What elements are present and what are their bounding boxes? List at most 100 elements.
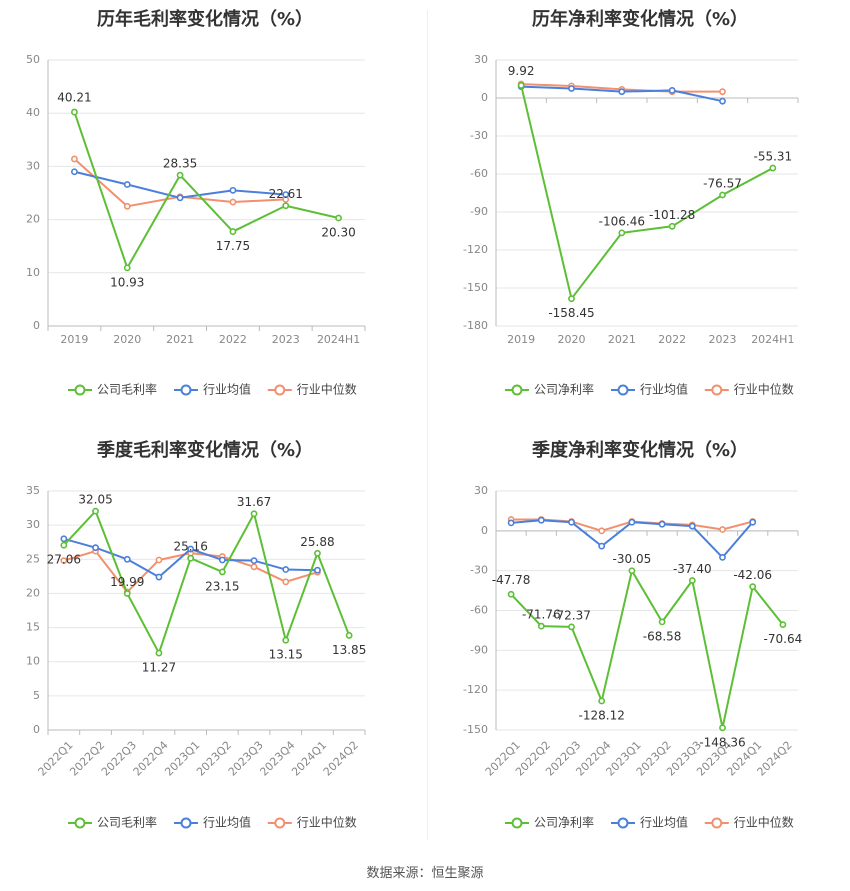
data-point-median[interactable] <box>155 556 163 564</box>
data-point-median[interactable] <box>719 526 726 533</box>
data-label: -68.58 <box>643 629 682 643</box>
data-point-median[interactable] <box>250 563 258 571</box>
data-point-company[interactable] <box>218 568 226 576</box>
x-tick-label: 2024Q2 <box>321 739 361 779</box>
legend-item-company[interactable]: 公司净利率 <box>505 815 594 830</box>
data-point-company[interactable] <box>628 567 636 575</box>
data-point-mean[interactable] <box>568 518 575 526</box>
data-point-company[interactable] <box>187 554 195 562</box>
data-point-company[interactable] <box>668 222 676 230</box>
data-point-mean[interactable] <box>719 97 726 105</box>
data-point-company[interactable] <box>229 228 237 235</box>
data-point-company[interactable] <box>92 507 99 515</box>
data-point-mean[interactable] <box>537 516 545 524</box>
legend-item-median[interactable]: 行业中位数 <box>267 815 357 830</box>
legend-item-median[interactable]: 行业中位数 <box>704 815 794 830</box>
y-tick-label: 30 <box>26 518 40 531</box>
data-point-company[interactable] <box>618 229 626 237</box>
data-point-company[interactable] <box>769 164 777 172</box>
y-tick-label: 0 <box>481 91 488 104</box>
legend-label: 行业均值 <box>640 382 688 397</box>
data-point-mean[interactable] <box>568 85 575 92</box>
data-point-mean[interactable] <box>719 553 726 561</box>
data-point-company[interactable] <box>250 510 258 518</box>
data-point-mean[interactable] <box>229 186 237 194</box>
data-point-company[interactable] <box>568 623 575 631</box>
legend-label: 行业均值 <box>640 815 688 830</box>
data-point-company[interactable] <box>123 590 131 597</box>
data-point-mean[interactable] <box>598 542 606 550</box>
chart-title: 历年净利率变化情况（%） <box>532 8 748 30</box>
data-point-company[interactable] <box>345 632 353 639</box>
legend-item-company[interactable]: 公司净利率 <box>505 382 594 397</box>
data-point-median[interactable] <box>71 155 78 163</box>
legend-item-mean[interactable]: 行业均值 <box>174 382 251 397</box>
data-point-median[interactable] <box>229 198 237 206</box>
data-label: -55.31 <box>753 150 792 164</box>
data-label: 31.67 <box>237 495 271 509</box>
x-tick-label: 2022 <box>658 333 686 346</box>
legend-item-median[interactable]: 行业中位数 <box>704 382 794 397</box>
data-point-company[interactable] <box>314 549 321 557</box>
chart-title: 季度毛利率变化情况（%） <box>97 439 313 461</box>
legend-item-mean[interactable]: 行业均值 <box>611 382 688 397</box>
data-point-mean[interactable] <box>628 518 636 526</box>
data-point-mean[interactable] <box>92 544 99 552</box>
data-point-company[interactable] <box>507 590 515 598</box>
data-label: -30.05 <box>613 552 652 566</box>
y-tick-label: -60 <box>470 604 488 617</box>
data-point-company[interactable] <box>719 724 726 732</box>
data-point-mean[interactable] <box>123 555 131 563</box>
data-point-mean[interactable] <box>250 557 258 565</box>
data-point-mean[interactable] <box>749 518 757 526</box>
data-point-mean[interactable] <box>314 566 321 574</box>
data-point-company[interactable] <box>719 191 726 199</box>
y-tick-label: 0 <box>481 524 488 537</box>
data-point-mean[interactable] <box>155 573 163 581</box>
legend-item-mean[interactable]: 行业均值 <box>174 815 251 830</box>
data-point-mean[interactable] <box>60 535 68 543</box>
legend-item-median[interactable]: 行业中位数 <box>267 382 357 397</box>
data-point-median[interactable] <box>123 202 131 210</box>
data-point-company[interactable] <box>568 295 575 303</box>
data-point-mean[interactable] <box>176 194 184 202</box>
data-label: -42.06 <box>733 568 772 582</box>
data-point-company[interactable] <box>537 622 545 630</box>
data-point-median[interactable] <box>60 557 68 565</box>
legend-item-company[interactable]: 公司毛利率 <box>68 382 157 397</box>
data-point-mean[interactable] <box>668 87 676 94</box>
legend-item-company[interactable]: 公司毛利率 <box>68 815 157 830</box>
data-point-company[interactable] <box>282 636 290 644</box>
data-point-mean[interactable] <box>187 545 195 553</box>
data-point-mean[interactable] <box>282 566 290 573</box>
data-point-company[interactable] <box>688 577 696 584</box>
data-point-company[interactable] <box>155 649 163 657</box>
data-point-company[interactable] <box>658 618 666 626</box>
data-point-company[interactable] <box>749 583 757 591</box>
data-point-mean[interactable] <box>282 191 290 198</box>
data-point-company[interactable] <box>71 108 78 116</box>
data-point-mean[interactable] <box>218 556 226 564</box>
data-point-company[interactable] <box>123 264 131 272</box>
data-label: -158.45 <box>548 306 594 320</box>
data-point-company[interactable] <box>176 171 184 179</box>
data-point-median[interactable] <box>282 578 290 586</box>
data-point-mean[interactable] <box>71 168 78 176</box>
data-point-company[interactable] <box>60 541 68 549</box>
data-point-mean[interactable] <box>507 519 515 527</box>
data-point-company[interactable] <box>517 82 525 89</box>
data-point-company[interactable] <box>598 697 606 705</box>
data-point-company[interactable] <box>779 621 787 629</box>
data-point-mean[interactable] <box>658 520 666 528</box>
data-point-median[interactable] <box>719 88 726 96</box>
data-point-company[interactable] <box>282 202 290 210</box>
series-line-company <box>510 569 784 729</box>
data-point-company[interactable] <box>335 214 342 222</box>
data-point-mean[interactable] <box>123 181 131 188</box>
data-point-mean[interactable] <box>688 522 696 530</box>
legend-item-mean[interactable]: 行业均值 <box>611 815 688 830</box>
data-point-mean[interactable] <box>618 88 626 96</box>
data-label: -71.76 <box>522 608 561 622</box>
y-tick-label: -30 <box>470 564 488 577</box>
data-point-median[interactable] <box>598 527 606 535</box>
